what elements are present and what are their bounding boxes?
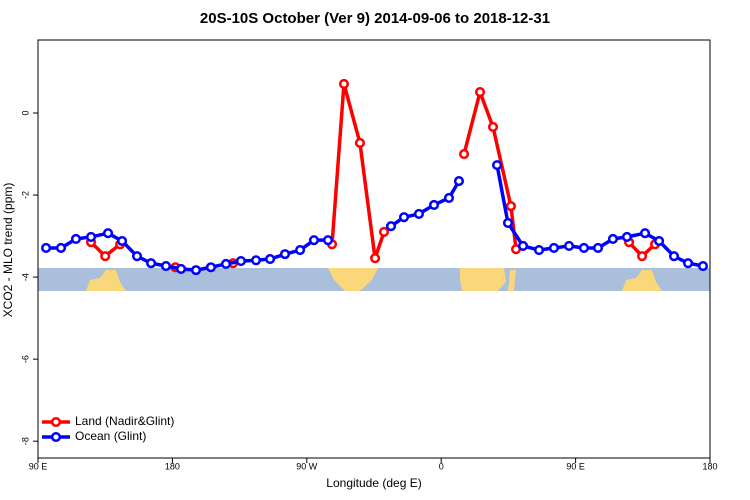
plot-frame — [37, 39, 711, 459]
land-shape — [508, 270, 516, 291]
data-point — [492, 160, 503, 171]
y-tick-label: 0 — [20, 111, 30, 116]
data-point — [131, 251, 143, 262]
data-point — [682, 258, 694, 269]
x-tick-label: 180 — [702, 461, 717, 471]
data-point — [639, 228, 651, 239]
y-tick-label: -2 — [20, 191, 30, 199]
data-point — [322, 235, 334, 246]
data-point — [265, 254, 276, 265]
data-point — [308, 235, 320, 246]
y-axis-label: XCO2 - MLO trend (ppm) — [1, 183, 15, 318]
land-shape — [328, 268, 378, 291]
data-point — [398, 212, 410, 223]
data-point — [70, 233, 81, 244]
data-point — [369, 253, 381, 264]
data-point — [100, 251, 111, 262]
data-point — [190, 265, 202, 276]
data-point — [117, 235, 128, 247]
data-point — [55, 242, 67, 254]
ocean-strip — [38, 268, 710, 291]
data-point — [295, 244, 306, 256]
legend-marker — [50, 431, 62, 443]
data-point — [235, 256, 246, 267]
data-point — [563, 240, 575, 251]
data-point — [385, 221, 397, 232]
x-tick-label: 180 — [165, 461, 180, 471]
legend-marker — [50, 416, 62, 428]
data-point — [533, 244, 545, 256]
data-point — [102, 228, 114, 239]
data-point — [654, 235, 665, 247]
data-point — [205, 262, 216, 273]
data-point — [279, 249, 291, 260]
data-point — [668, 251, 680, 262]
y-tick-label: -4 — [20, 273, 30, 281]
data-point — [697, 260, 709, 272]
series-line — [89, 82, 657, 260]
data-point — [458, 148, 470, 160]
data-point — [443, 192, 455, 203]
x-tick-label: 90 W — [296, 461, 318, 471]
data-point — [517, 240, 529, 251]
legend-label: Land (Nadir&Glint) — [75, 414, 174, 428]
data-point — [502, 217, 514, 229]
data-point — [250, 255, 262, 266]
data-point — [41, 242, 52, 254]
data-point — [607, 233, 618, 244]
y-tick-label: -6 — [20, 355, 30, 363]
data-point — [85, 231, 97, 242]
data-point — [220, 258, 232, 270]
data-point — [378, 226, 390, 238]
data-point — [413, 208, 424, 219]
x-tick-label: 90 E — [566, 461, 585, 471]
data-point — [453, 176, 465, 187]
data-point — [578, 242, 590, 254]
x-tick-label: 0 — [439, 461, 444, 471]
data-point — [505, 201, 516, 212]
x-tick-label: 90 E — [29, 461, 48, 471]
data-point — [487, 121, 499, 133]
data-point — [621, 231, 633, 242]
data-point — [338, 78, 350, 89]
data-point — [354, 137, 366, 149]
land-shape — [86, 270, 126, 291]
legend-label: Ocean (Glint) — [75, 429, 146, 443]
land-shape — [622, 270, 662, 291]
data-point — [474, 87, 486, 98]
data-point — [145, 258, 157, 269]
data-point — [637, 251, 648, 262]
land-mask — [38, 268, 710, 291]
chart-title: 20S-10S October (Ver 9) 2014-09-06 to 20… — [200, 10, 550, 27]
data-point — [160, 260, 172, 272]
x-axis-label: Longitude (deg E) — [326, 476, 421, 490]
data-point — [176, 263, 187, 274]
y-tick-label: -8 — [20, 437, 30, 445]
data-point — [548, 242, 559, 254]
data-point — [592, 242, 604, 254]
land-shape — [460, 268, 506, 291]
data-point — [428, 199, 440, 210]
